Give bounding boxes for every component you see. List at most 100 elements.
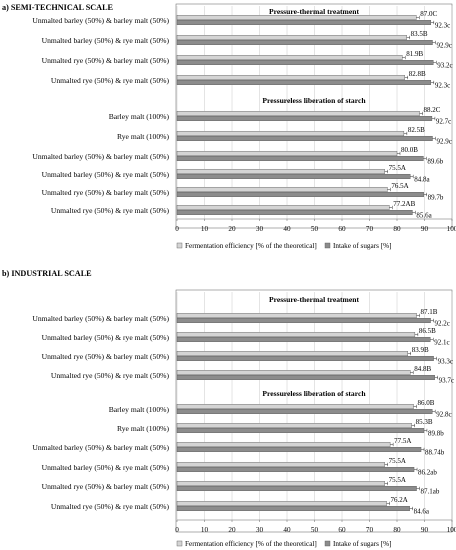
x-tick-label: 90 [421,526,429,534]
bar-fermentation-efficiency [176,404,414,410]
legend-swatch [324,242,331,249]
data-label-fermentation: 77.5A [394,437,411,445]
x-tick-label: 20 [228,526,236,534]
data-label-sugars: 93.2c [437,61,452,69]
bar-fermentation-efficiency [176,14,417,20]
bar-intake-of-sugars [176,356,434,362]
category-label: Unmalted rye (50%) & rye malt (50%) [51,76,170,85]
data-label-sugars: 93.7c [439,376,454,384]
bar-fermentation-efficiency [176,462,385,468]
category-label: Unmalted barley (50%) & rye malt (50%) [42,36,170,45]
category-label: Unmalted rye (50%) & rye malt (50%) [51,502,170,511]
x-tick-label: 100 [447,526,456,534]
bar-fermentation-efficiency [176,110,420,116]
data-label-sugars: 87.1ab [421,487,440,495]
category-label: Unmalted barley (50%) & barley malt (50%… [32,314,169,323]
data-label-sugars: 93.3c [438,357,453,365]
bar-intake-of-sugars [176,173,411,179]
category-label: Unmalted rye (50%) & barley malt (50%) [42,188,170,197]
group-title: Pressureless liberation of starch [262,389,366,398]
data-label-fermentation: 75.5A [389,164,406,172]
data-label-fermentation: 83.9B [412,346,429,354]
bar-intake-of-sugars [176,135,433,141]
bar-intake-of-sugars [176,155,424,161]
data-label-sugars: 92.1c [434,338,449,346]
legend-entry: Intake of sugars [%] [333,242,391,250]
legend-entry: Fermentation efficiency [% of the theore… [185,242,317,250]
data-label-fermentation: 85.3B [416,418,433,426]
chart-panel-1: a) SEMI-TECHNICAL SCALE 0 10 20 30 40 50 60 70 80… [2,3,456,250]
bar-fermentation-efficiency [176,481,385,487]
bar-intake-of-sugars [176,337,431,343]
bar-intake-of-sugars [176,409,433,415]
group-title: Pressure-thermal treatment [269,7,360,16]
data-label-fermentation: 87.0C [420,10,437,18]
x-tick-label: 60 [338,526,346,534]
category-label: Unmalted barley (50%) & barley malt (50%… [32,443,169,452]
bar-intake-of-sugars [176,428,425,434]
bar-fermentation-efficiency [176,351,408,357]
x-tick-label: 40 [283,225,291,233]
data-label-sugars: 84.6a [414,507,430,515]
data-label-sugars: 88.74b [425,448,445,456]
data-label-fermentation: 76.2A [391,496,408,504]
category-label: Unmalted rye (50%) & barley malt (50%) [42,56,170,65]
data-label-sugars: 92.9c [436,41,451,49]
data-label-fermentation: 83.5B [411,30,428,38]
data-label-fermentation: 87.1B [421,308,438,316]
bar-fermentation-efficiency [176,74,405,80]
bar-fermentation-efficiency [176,501,387,507]
data-label-sugars: 86.2ab [418,468,437,476]
bar-fermentation-efficiency [176,35,407,41]
category-label: Unmalted barley (50%) & barley malt (50%… [32,16,169,25]
bar-fermentation-efficiency [176,168,385,174]
data-label-fermentation: 77.2AB [393,200,415,208]
data-label-sugars: 89.7b [428,193,444,201]
legend-swatch [324,540,331,547]
data-label-sugars: 84.8a [414,175,430,183]
data-label-fermentation: 81.9B [406,50,423,58]
x-tick-label: 70 [366,225,374,233]
x-tick-label: 0 [175,225,179,233]
x-tick-label: 100 [447,225,456,233]
data-label-sugars: 89.8b [428,429,444,437]
category-label: Unmalted rye (50%) & rye malt (50%) [51,206,170,215]
bar-intake-of-sugars [176,40,433,46]
bar-intake-of-sugars [176,79,432,85]
legend-swatch [176,540,183,547]
x-tick-label: 10 [201,526,209,534]
data-label-fermentation: 75.5A [389,476,406,484]
data-label-fermentation: 80.0B [401,146,418,154]
data-label-fermentation: 86.5B [419,327,436,335]
bar-fermentation-efficiency [176,313,417,319]
x-tick-label: 50 [311,526,319,534]
chart-panel-2: b) INDUSTRIAL SCALE 0 10 20 30 40 50 60 70 80 90 10… [2,269,456,548]
category-label: Unmalted rye (50%) & barley malt (50%) [42,482,170,491]
bar-fermentation-efficiency [176,55,403,61]
category-label: Unmalted barley (50%) & rye malt (50%) [42,170,170,179]
x-tick-label: 80 [393,526,401,534]
data-label-fermentation: 75.5A [389,457,406,465]
data-label-fermentation: 76.5A [391,182,408,190]
legend-entry: Fermentation efficiency [% of the theore… [185,540,317,548]
data-label-fermentation: 84.8B [414,365,431,373]
group-title: Pressureless liberation of starch [262,96,366,105]
section-title: a) SEMI-TECHNICAL SCALE [2,3,114,12]
group-title: Pressure-thermal treatment [269,295,360,304]
data-label-sugars: 85.6a [416,211,432,219]
data-label-sugars: 92.3c [435,21,450,29]
legend-entry: Intake of sugars [%] [333,540,391,548]
bar-fermentation-efficiency [176,130,405,136]
bar-fermentation-efficiency [176,204,390,210]
bar-fermentation-efficiency [176,150,398,156]
x-tick-label: 80 [393,225,401,233]
bar-fermentation-efficiency [176,423,412,429]
data-label-sugars: 92.3c [435,81,450,89]
x-tick-label: 50 [311,225,319,233]
data-label-sugars: 92.2c [435,319,450,327]
bar-fermentation-efficiency [176,332,416,338]
data-label-fermentation: 82.5B [408,126,425,134]
data-label-sugars: 92.9c [436,137,451,145]
category-label: Rye malt (100%) [117,132,169,141]
